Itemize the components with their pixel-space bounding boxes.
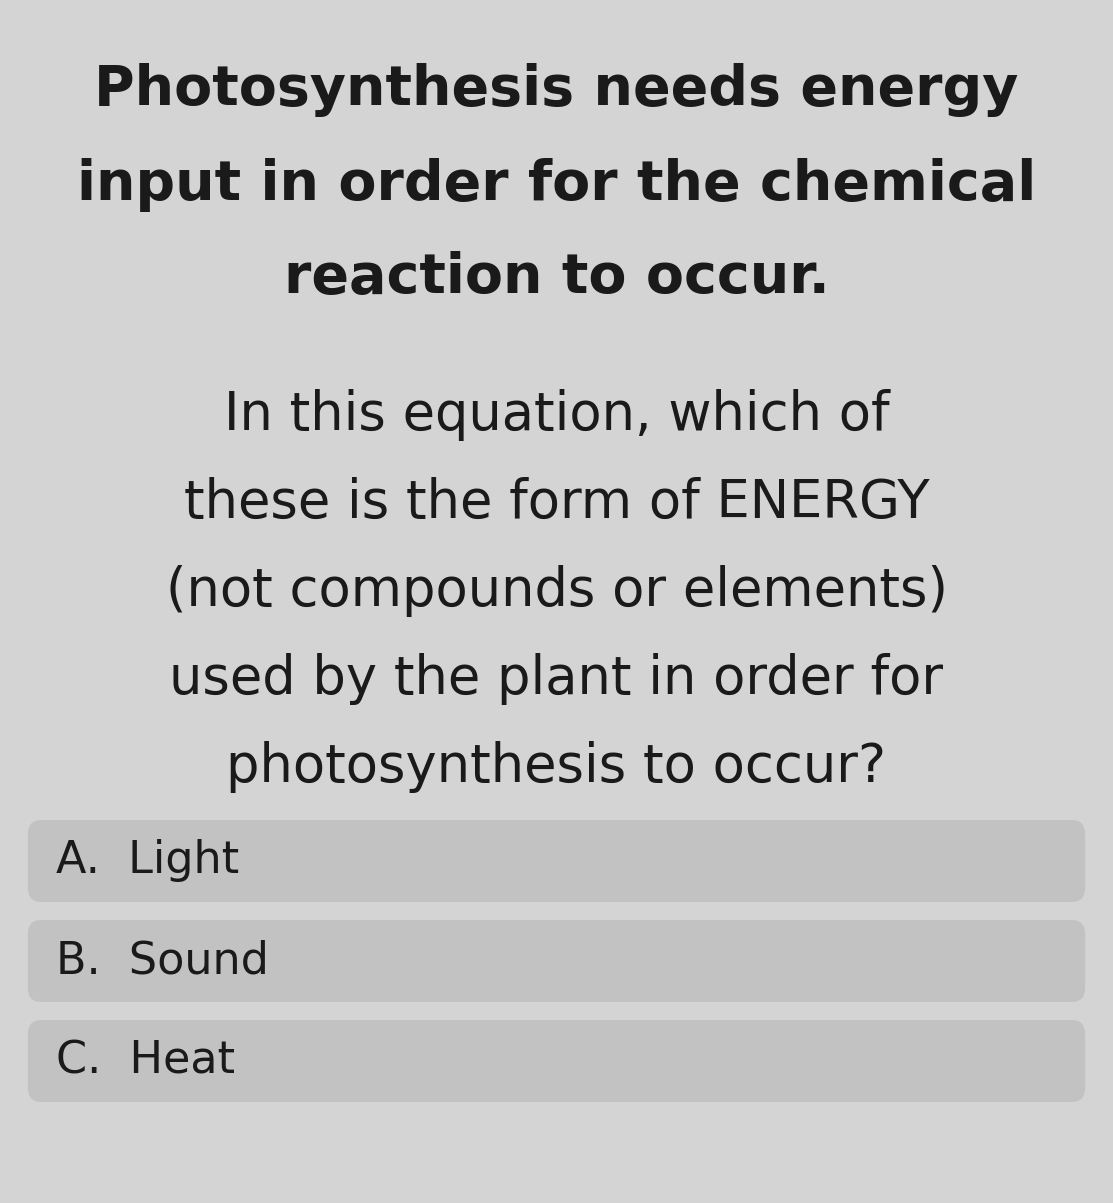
Text: reaction to occur.: reaction to occur. xyxy=(284,251,829,306)
Text: Photosynthesis needs energy: Photosynthesis needs energy xyxy=(95,63,1018,117)
Text: input in order for the chemical: input in order for the chemical xyxy=(77,158,1036,212)
FancyBboxPatch shape xyxy=(28,920,1085,1002)
Text: In this equation, which of: In this equation, which of xyxy=(224,389,889,442)
Text: these is the form of ENERGY: these is the form of ENERGY xyxy=(184,478,929,529)
Text: A.  Light: A. Light xyxy=(56,840,239,883)
FancyBboxPatch shape xyxy=(28,820,1085,902)
Text: (not compounds or elements): (not compounds or elements) xyxy=(166,565,947,617)
Text: photosynthesis to occur?: photosynthesis to occur? xyxy=(227,741,886,793)
Text: used by the plant in order for: used by the plant in order for xyxy=(169,653,944,705)
Text: B.  Sound: B. Sound xyxy=(56,940,268,983)
FancyBboxPatch shape xyxy=(28,1020,1085,1102)
Text: C.  Heat: C. Heat xyxy=(56,1039,235,1083)
